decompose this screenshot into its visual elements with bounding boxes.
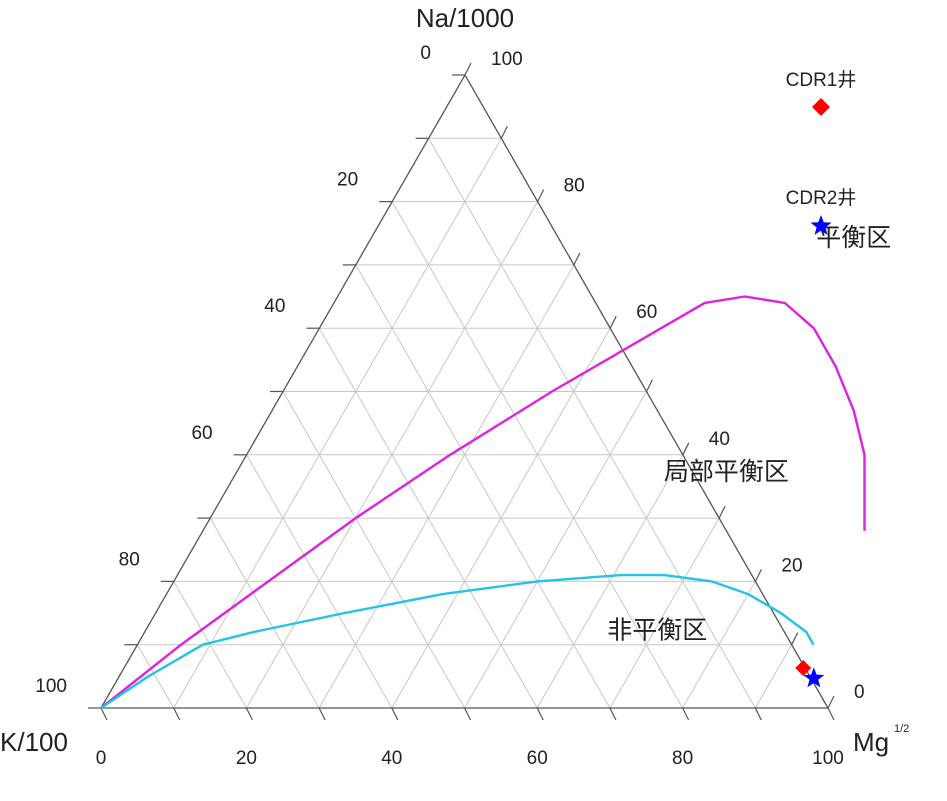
tick-label-left: 20 — [337, 170, 358, 191]
tick-marks — [88, 62, 835, 721]
data-points — [795, 660, 825, 688]
tick-right — [791, 632, 799, 645]
tick-bottom — [609, 707, 617, 721]
tick-label-right: 80 — [564, 176, 585, 197]
legend-marker-star — [810, 215, 832, 235]
region-label-1: 平衡区 — [816, 224, 891, 252]
region-label-2: 局部平衡区 — [664, 458, 789, 486]
tick-label-left: 60 — [191, 423, 212, 444]
grid-line-mg — [318, 264, 575, 709]
tick-label-left: 0 — [420, 43, 431, 64]
tick-bottom — [100, 707, 108, 721]
tick-label-left: 100 — [35, 676, 67, 697]
tick-right — [718, 505, 726, 519]
curve-1 — [100, 295, 866, 709]
axis-title-top: Na/1000 — [416, 3, 514, 33]
labels: 0 100 0 20 80 20 40 60 40 60 40 60 80 20 80 100 0 100 平衡区局… — [35, 43, 891, 769]
grid-line-mg — [536, 454, 684, 709]
legend: CDR1井 CDR2井 — [786, 69, 857, 235]
tick-right — [827, 695, 835, 709]
grid-line-k — [282, 391, 465, 709]
tick-right — [754, 569, 762, 582]
tick-bottom — [827, 707, 835, 721]
tick-right — [645, 379, 654, 392]
legend-marker-diamond — [812, 98, 830, 116]
tick-bottom — [173, 707, 181, 721]
tick-right — [537, 189, 545, 202]
tick-label-right: 100 — [491, 49, 523, 70]
tick-bottom — [463, 707, 472, 721]
curve-2 — [100, 573, 815, 709]
tick-label-left: 40 — [264, 296, 285, 317]
grid-line-mg — [682, 581, 756, 709]
tick-label-right: 40 — [709, 429, 730, 450]
grid-line-k — [355, 264, 611, 709]
tick-bottom — [245, 707, 253, 721]
tick-label-bottom: 0 — [96, 748, 107, 769]
tick-bottom — [682, 707, 690, 721]
grid-line-k — [209, 517, 320, 709]
tick-right — [464, 62, 472, 76]
tick-right — [573, 252, 581, 266]
legend-label-1: CDR1井 — [786, 69, 857, 91]
tick-bottom — [318, 707, 326, 721]
axis-title-right-superscript: 1/2 — [894, 723, 909, 735]
axis-title-right: Mg — [853, 727, 889, 757]
tick-label-bottom: 40 — [381, 748, 402, 769]
data-point-cdr1 — [795, 660, 812, 677]
tick-right — [682, 442, 690, 456]
tick-right — [500, 126, 508, 139]
tick-bottom — [536, 707, 544, 721]
data-point-cdr2 — [803, 667, 825, 688]
tick-label-left: 80 — [119, 549, 140, 570]
tick-label-right: 20 — [781, 555, 802, 576]
region-label-3: 非平衡区 — [607, 616, 707, 644]
grid-line-k — [136, 644, 175, 709]
tick-label-bottom: 80 — [672, 748, 693, 769]
grid-line-k — [173, 581, 247, 709]
tick-label-right: 0 — [854, 682, 865, 703]
grid-line-mg — [173, 138, 502, 709]
grid-line-mg — [754, 644, 793, 709]
tick-right — [609, 315, 617, 329]
grid-line-mg — [609, 517, 720, 709]
curves — [100, 295, 866, 709]
tick-bottom — [754, 707, 762, 721]
ternary-grid — [136, 137, 793, 709]
tick-label-bottom: 100 — [812, 748, 844, 769]
grid-line-k — [246, 454, 393, 709]
legend-label-2: CDR2井 — [786, 187, 857, 209]
tick-label-bottom: 60 — [527, 748, 548, 769]
tick-bottom — [391, 707, 399, 721]
tick-label-right: 60 — [636, 302, 657, 323]
grid-line-mg — [464, 391, 647, 709]
tick-label-bottom: 20 — [236, 748, 257, 769]
axis-title-left: K/100 — [0, 727, 68, 757]
grid-line-k — [428, 138, 756, 709]
